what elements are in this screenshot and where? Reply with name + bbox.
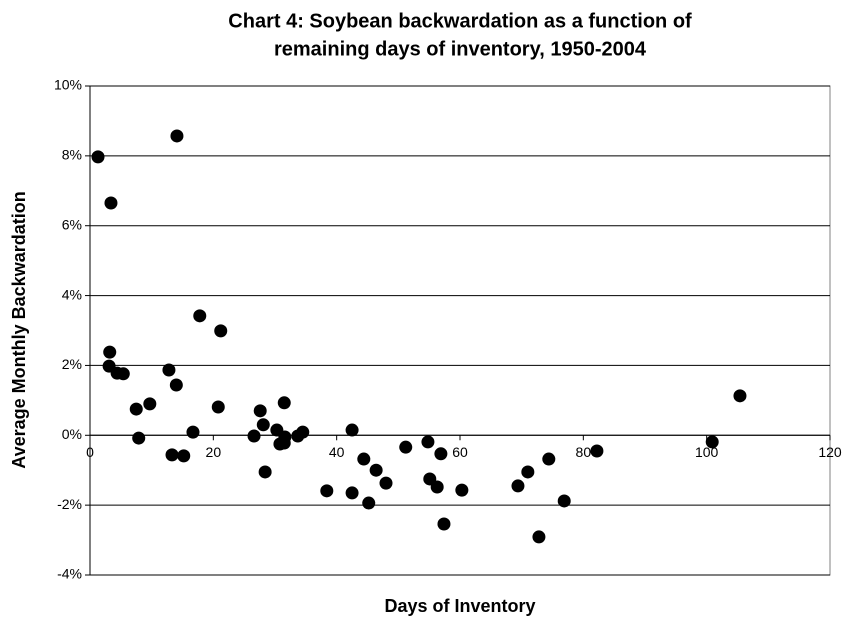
y-tick-label: 0%	[62, 426, 82, 442]
point	[430, 480, 444, 494]
point	[214, 324, 228, 338]
y-axis-label: Average Monthly Backwardation	[9, 191, 29, 468]
point	[542, 452, 556, 466]
y-tick-label: -2%	[57, 496, 82, 512]
point	[170, 129, 184, 143]
point	[733, 389, 747, 403]
point	[369, 463, 383, 477]
point	[362, 496, 376, 510]
point	[421, 435, 435, 449]
point	[357, 452, 371, 466]
point	[211, 400, 225, 414]
point	[162, 363, 176, 377]
point	[455, 483, 469, 497]
y-tick-label: 6%	[62, 216, 82, 232]
point	[705, 435, 719, 449]
point	[103, 345, 117, 359]
point	[532, 530, 546, 544]
y-tick-label: 10%	[54, 77, 82, 93]
point	[296, 425, 310, 439]
point	[345, 423, 359, 437]
x-tick-label: 80	[576, 444, 592, 460]
point	[91, 150, 105, 164]
plot-area	[89, 85, 831, 576]
point	[590, 444, 604, 458]
x-tick-label: 40	[329, 444, 345, 460]
point	[165, 448, 179, 462]
point	[104, 196, 118, 210]
point	[258, 465, 272, 479]
point	[129, 402, 143, 416]
point	[320, 484, 334, 498]
point	[253, 404, 267, 418]
point	[399, 440, 413, 454]
y-tick-label: 2%	[62, 356, 82, 372]
point	[379, 476, 393, 490]
point	[143, 397, 157, 411]
chart-title: Chart 4: Soybean backwardation as a func…	[228, 10, 692, 32]
point	[277, 396, 291, 410]
point	[116, 367, 130, 381]
y-tick-label: 8%	[62, 147, 82, 163]
point	[256, 418, 270, 432]
y-tick-label: -4%	[57, 566, 82, 582]
point	[132, 431, 146, 445]
point	[177, 449, 191, 463]
point	[345, 486, 359, 500]
point	[511, 479, 525, 493]
point	[557, 494, 571, 508]
point	[278, 430, 292, 444]
x-tick-label: 20	[206, 444, 222, 460]
chart-title: remaining days of inventory, 1950-2004	[274, 38, 647, 60]
x-tick-label: 120	[818, 444, 842, 460]
point	[434, 447, 448, 461]
point	[186, 425, 200, 439]
point	[247, 429, 261, 443]
x-tick-label: 60	[452, 444, 468, 460]
point	[169, 378, 183, 392]
point	[193, 309, 207, 323]
y-tick-label: 4%	[62, 286, 82, 302]
point	[521, 465, 535, 479]
point	[437, 517, 451, 531]
x-axis-label: Days of Inventory	[384, 596, 535, 616]
